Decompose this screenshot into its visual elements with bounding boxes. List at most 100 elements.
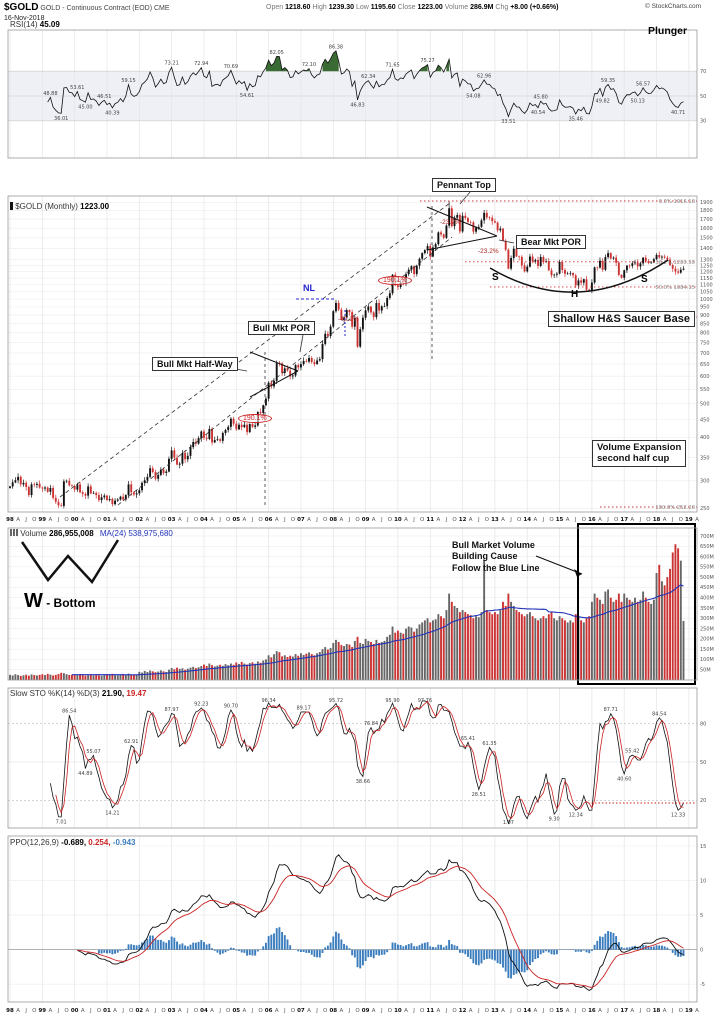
svg-text:J: J xyxy=(283,517,286,523)
svg-text:75.27: 75.27 xyxy=(420,58,434,64)
svg-text:14.21: 14.21 xyxy=(105,810,119,816)
svg-text:40.54: 40.54 xyxy=(531,110,545,116)
svg-text:A: A xyxy=(49,1008,53,1014)
volume-title-value: 286,955,008 xyxy=(49,529,94,538)
svg-text:O: O xyxy=(32,1008,37,1014)
bull-volume-line2: Building Cause xyxy=(452,551,518,562)
svg-text:62.34: 62.34 xyxy=(361,74,375,80)
svg-text:J: J xyxy=(445,1008,448,1014)
svg-text:A: A xyxy=(533,1008,537,1014)
svg-text:A: A xyxy=(242,517,246,523)
svg-text:J: J xyxy=(218,517,221,523)
svg-text:62.96: 62.96 xyxy=(477,73,491,79)
svg-text:15: 15 xyxy=(700,844,706,850)
header-line1: $GOLD GOLD - Continuous Contract (EOD) C… xyxy=(4,2,170,13)
svg-text:O: O xyxy=(355,1008,360,1014)
svg-text:A: A xyxy=(630,517,634,523)
svg-text:14: 14 xyxy=(523,1008,531,1014)
svg-text:86.38: 86.38 xyxy=(329,44,343,50)
svg-text:20: 20 xyxy=(700,798,706,804)
svg-text:59.15: 59.15 xyxy=(121,78,135,84)
price-panel-title: $GOLD (Monthly) 1223.00 xyxy=(10,202,109,211)
svg-text:70.69: 70.69 xyxy=(224,64,238,70)
svg-text:1300: 1300 xyxy=(700,257,713,263)
svg-text:1900: 1900 xyxy=(700,200,713,206)
svg-text:J: J xyxy=(477,1008,480,1014)
svg-text:O: O xyxy=(226,517,231,523)
svg-text:O: O xyxy=(614,517,619,523)
svg-text:15: 15 xyxy=(556,1008,564,1014)
annotation-bear-mkt-por: Bear Mkt POR xyxy=(516,235,587,249)
annotation-saucer-base: Shallow H&S Saucer Base xyxy=(548,311,695,327)
chart-date: 16-Nov-2018 xyxy=(4,15,45,22)
svg-text:J: J xyxy=(412,517,415,523)
annotation-bull-market-volume: Bull Market Volume Building Cause Follow… xyxy=(452,540,540,574)
svg-text:50M: 50M xyxy=(700,668,711,674)
ppo-panel-title: PPO(12,26,9) -0.689, 0.254, -0.943 xyxy=(10,838,135,847)
svg-text:A: A xyxy=(372,517,376,523)
svg-text:9.30: 9.30 xyxy=(549,817,560,823)
svg-text:A: A xyxy=(16,1008,20,1014)
svg-text:1500: 1500 xyxy=(700,236,713,242)
svg-text:A: A xyxy=(275,517,279,523)
svg-text:A: A xyxy=(598,517,602,523)
svg-text:J: J xyxy=(315,517,318,523)
volume-ma-label: MA(24) xyxy=(99,529,127,538)
svg-text:10: 10 xyxy=(394,1008,402,1014)
svg-text:J: J xyxy=(251,1008,254,1014)
svg-text:54.08: 54.08 xyxy=(466,93,480,99)
svg-text:A: A xyxy=(501,1008,505,1014)
svg-text:71.65: 71.65 xyxy=(385,63,399,69)
svg-text:650: 650 xyxy=(700,362,710,368)
svg-text:O: O xyxy=(485,1008,490,1014)
annotation-retrace-2: -23.2% xyxy=(478,248,499,255)
svg-text:J: J xyxy=(121,1008,124,1014)
svg-text:O: O xyxy=(323,1008,328,1014)
svg-text:55.07: 55.07 xyxy=(86,749,100,755)
svg-text:46.83: 46.83 xyxy=(350,102,364,108)
svg-text:J: J xyxy=(639,1008,642,1014)
volume-label: Volume xyxy=(444,4,469,11)
svg-text:A: A xyxy=(436,517,440,523)
svg-text:500: 500 xyxy=(700,402,710,408)
svg-text:400: 400 xyxy=(700,435,710,441)
svg-text:72.94: 72.94 xyxy=(194,61,208,67)
svg-text:J: J xyxy=(606,517,609,523)
svg-text:A: A xyxy=(566,517,570,523)
svg-text:J: J xyxy=(606,1008,609,1014)
annotation-shoulder-left: S xyxy=(492,272,499,283)
svg-text:12: 12 xyxy=(459,517,467,523)
svg-text:O: O xyxy=(258,517,263,523)
svg-text:O: O xyxy=(679,1008,684,1014)
annotation-measure-2: 190.1% xyxy=(238,414,272,423)
svg-text:18: 18 xyxy=(653,1008,661,1014)
svg-text:J: J xyxy=(509,1008,512,1014)
annotation-head: H xyxy=(571,289,579,300)
svg-text:50.13: 50.13 xyxy=(631,98,645,104)
svg-text:O: O xyxy=(355,517,360,523)
svg-text:12.33: 12.33 xyxy=(671,813,685,819)
svg-text:600: 600 xyxy=(700,374,710,380)
svg-text:50: 50 xyxy=(700,760,706,766)
ticker-symbol: $GOLD xyxy=(4,2,39,13)
svg-text:95.90: 95.90 xyxy=(385,698,399,704)
svg-text:11: 11 xyxy=(426,517,434,523)
annotation-neckline: NL xyxy=(303,283,315,293)
svg-text:16: 16 xyxy=(588,517,596,523)
svg-text:-5: -5 xyxy=(700,982,705,988)
svg-text:11: 11 xyxy=(426,1008,434,1014)
svg-text:12: 12 xyxy=(459,1008,467,1014)
svg-text:750: 750 xyxy=(700,340,710,346)
annotation-bull-mkt-por: Bull Mkt POR xyxy=(248,321,316,335)
svg-text:J: J xyxy=(251,517,254,523)
svg-text:46.51: 46.51 xyxy=(97,94,111,100)
svg-text:7.01: 7.01 xyxy=(56,820,67,826)
svg-text:09: 09 xyxy=(362,1008,370,1014)
svg-text:30: 30 xyxy=(700,119,706,125)
svg-text:O: O xyxy=(614,1008,619,1014)
svg-text:J: J xyxy=(283,1008,286,1014)
svg-text:A: A xyxy=(663,517,667,523)
svg-text:850: 850 xyxy=(700,321,710,327)
svg-text:O: O xyxy=(194,1008,199,1014)
annotation-retrace-3: -40.2% xyxy=(338,316,359,323)
